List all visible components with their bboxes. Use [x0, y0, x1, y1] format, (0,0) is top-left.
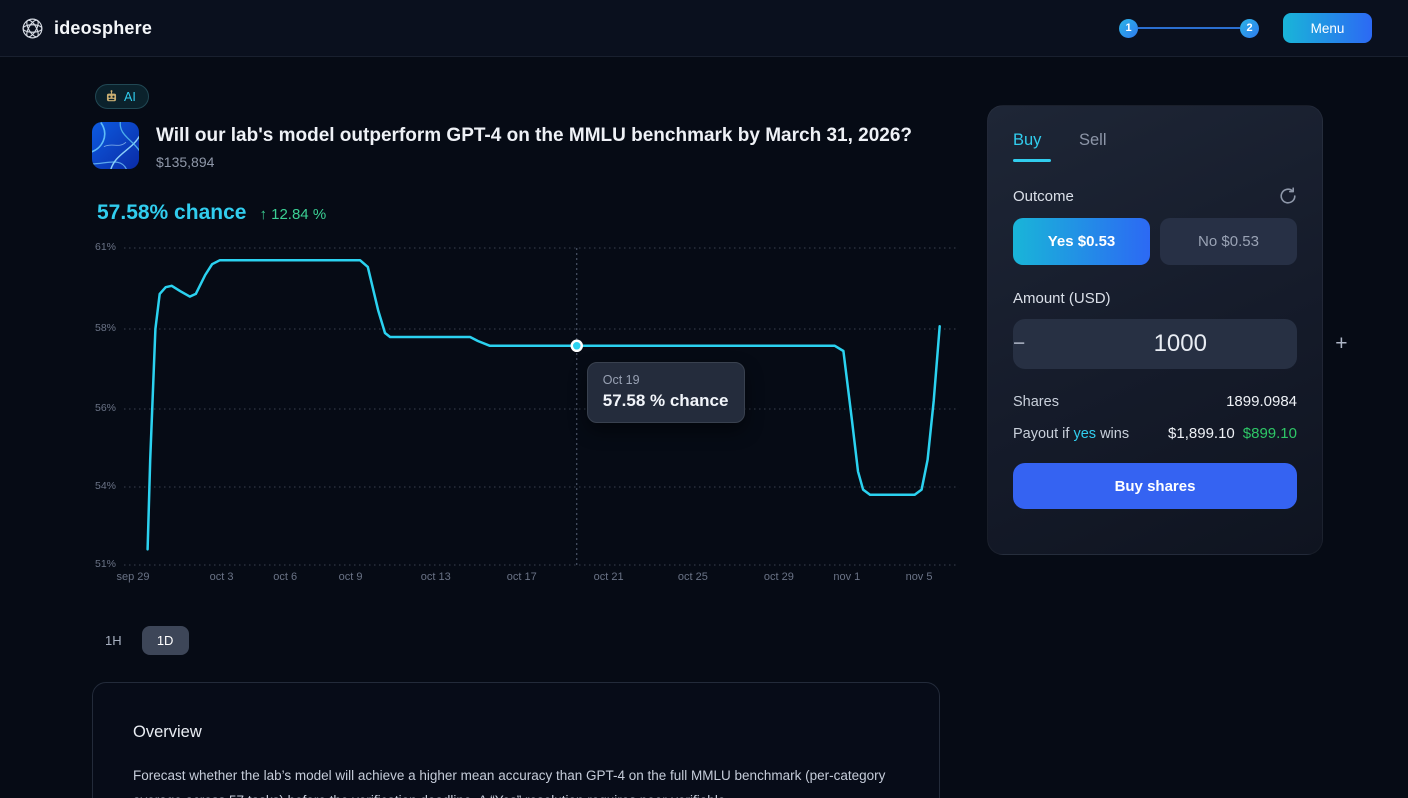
- active-tab-underline: [1013, 159, 1051, 162]
- payout-values: $1,899.10 $899.10: [1168, 425, 1297, 442]
- shares-row: Shares 1899.0984: [1013, 393, 1297, 410]
- price-chart[interactable]: 61% 58% 56% 54% 51% sep 29 oct 3 oct 6 oct 9 oct…: [90, 240, 960, 588]
- menu-button[interactable]: Menu: [1283, 13, 1372, 43]
- x-axis-label: oct 13: [420, 571, 451, 583]
- y-axis-label: 54%: [95, 480, 117, 492]
- payout-suffix: wins: [1100, 426, 1130, 442]
- x-axis-label: oct 6: [273, 571, 298, 583]
- step-connector: [1138, 27, 1240, 29]
- market-header: Will our lab's model outperform GPT-4 on…: [92, 122, 952, 170]
- brand[interactable]: ideosphere: [20, 16, 152, 41]
- amount-label: Amount (USD): [1013, 290, 1111, 307]
- y-axis-label: 61%: [95, 241, 117, 253]
- x-axis-label: nov 5: [905, 571, 933, 583]
- overview-card: Overview Forecast whether the lab’s mode…: [92, 682, 940, 798]
- robot-icon: [106, 90, 117, 102]
- no-outcome-button[interactable]: No $0.53: [1160, 218, 1297, 265]
- x-axis-label: nov 1: [833, 571, 861, 583]
- probability-line: [146, 258, 941, 551]
- up-arrow-icon: ↑: [259, 206, 267, 223]
- payout-total: $1,899.10: [1168, 425, 1235, 442]
- buy-shares-button[interactable]: Buy shares: [1013, 463, 1297, 509]
- x-axis-label: oct 21: [593, 571, 624, 583]
- payout-profit: $899.10: [1242, 425, 1297, 442]
- step-1-badge[interactable]: 1: [1119, 18, 1138, 38]
- payout-outcome-word: yes: [1073, 426, 1097, 442]
- overview-title: Overview: [133, 723, 202, 741]
- top-nav: ideosphere 1 2 Menu: [0, 0, 1408, 57]
- payout-row: Payout if yes wins $1,899.10 $899.10: [1013, 425, 1297, 442]
- y-axis-label: 56%: [95, 402, 117, 414]
- y-axis-label: 58%: [95, 322, 117, 334]
- increase-amount-button[interactable]: +: [1335, 319, 1347, 369]
- decrease-amount-button[interactable]: −: [1013, 319, 1025, 369]
- y-axis-label: 51%: [95, 558, 117, 570]
- ideosphere-logo-icon: [22, 18, 43, 38]
- x-axis-label: oct 9: [338, 571, 363, 583]
- shares-value: 1899.0984: [1226, 393, 1297, 410]
- x-axis-label: oct 3: [209, 571, 234, 583]
- shares-label: Shares: [1013, 394, 1059, 410]
- chart-svg[interactable]: [90, 240, 960, 588]
- x-axis-label: oct 17: [506, 571, 537, 583]
- chance-delta-value: 12.84 %: [271, 206, 327, 223]
- chance-value: 57.58% chance: [97, 201, 247, 224]
- refresh-icon: [1280, 187, 1296, 204]
- x-axis-label: oct 29: [763, 571, 794, 583]
- amount-stepper: − +: [1013, 319, 1348, 369]
- tab-buy-label: Buy: [1013, 131, 1042, 149]
- x-axis-label: sep 29: [116, 571, 150, 583]
- outcome-buttons: Yes $0.53 No $0.53: [1013, 218, 1297, 265]
- refresh-button[interactable]: [1279, 187, 1297, 205]
- chance-delta: ↑ 12.84 %: [259, 206, 326, 223]
- chart-marker: [570, 339, 584, 353]
- time-range-toggle: 1H 1D: [105, 626, 189, 655]
- category-badge[interactable]: AI: [95, 84, 149, 109]
- payout-prefix: Payout if: [1013, 426, 1070, 442]
- tab-buy[interactable]: Buy: [1013, 131, 1051, 162]
- category-badge-label: AI: [124, 89, 136, 104]
- market-thumbnail: [92, 122, 139, 169]
- market-volume: $135,894: [156, 153, 215, 170]
- x-axis-label: oct 25: [677, 571, 708, 583]
- step-2-badge[interactable]: 2: [1240, 18, 1259, 38]
- brand-name: ideosphere: [54, 17, 153, 38]
- step-indicator: 1 2: [1119, 18, 1259, 38]
- amount-input[interactable]: [1025, 330, 1336, 358]
- market-title: Will our lab's model outperform GPT-4 on…: [156, 125, 913, 146]
- trade-tabs: Buy Sell: [1013, 131, 1297, 162]
- overview-body: Forecast whether the lab’s model will ac…: [133, 768, 886, 798]
- range-1d-button[interactable]: 1D: [141, 626, 189, 655]
- trade-panel: Buy Sell Outcome Yes $0.53 No $0.53 Amou…: [987, 105, 1348, 555]
- tab-sell[interactable]: Sell: [1079, 131, 1107, 149]
- probability-summary: 57.58% chance ↑ 12.84 %: [97, 201, 326, 225]
- outcome-label: Outcome: [1013, 187, 1074, 205]
- yes-outcome-button[interactable]: Yes $0.53: [1013, 218, 1150, 265]
- range-1h-button[interactable]: 1H: [105, 633, 122, 648]
- payout-label: Payout if yes wins: [1013, 426, 1129, 442]
